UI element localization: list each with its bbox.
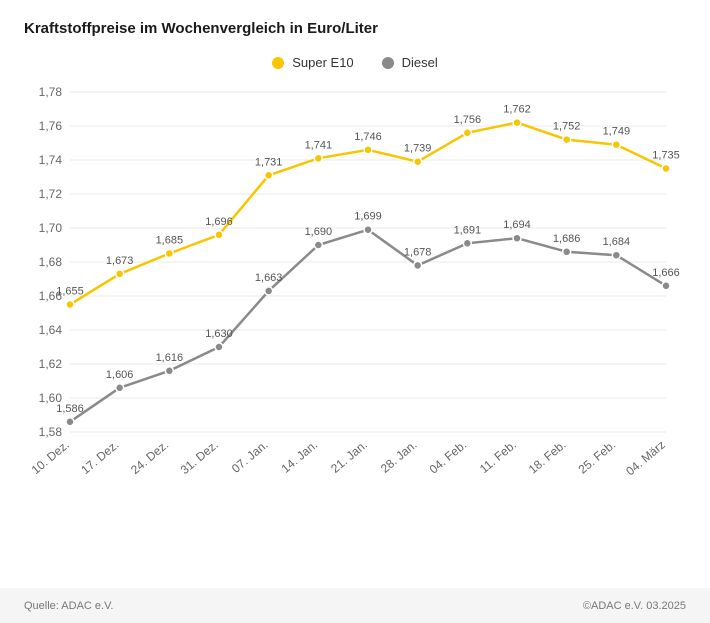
legend-marker-icon xyxy=(382,57,394,69)
svg-text:1,678: 1,678 xyxy=(404,246,432,258)
svg-text:1,756: 1,756 xyxy=(454,114,482,126)
plot-area: 1,581,601,621,641,661,681,701,721,741,76… xyxy=(24,82,686,502)
svg-text:1,735: 1,735 xyxy=(652,150,680,162)
svg-text:1,64: 1,64 xyxy=(39,323,63,337)
svg-text:17. Dez.: 17. Dez. xyxy=(78,438,121,477)
chart-panel: Kraftstoffpreise im Wochenvergleich in E… xyxy=(0,0,710,588)
line-chart-svg: 1,581,601,621,641,661,681,701,721,741,76… xyxy=(24,82,684,502)
svg-text:1,685: 1,685 xyxy=(156,235,184,247)
legend-label: Diesel xyxy=(402,55,438,70)
svg-text:1,606: 1,606 xyxy=(106,369,134,381)
svg-text:1,666: 1,666 xyxy=(652,267,680,279)
legend-marker-icon xyxy=(272,57,284,69)
svg-text:18. Feb.: 18. Feb. xyxy=(526,438,569,477)
copyright-text: ©ADAC e.V. 03.2025 xyxy=(583,600,686,612)
chart-legend: Super E10 Diesel xyxy=(24,55,686,70)
svg-text:1,749: 1,749 xyxy=(603,126,631,138)
svg-text:1,68: 1,68 xyxy=(39,255,63,269)
svg-text:1,694: 1,694 xyxy=(503,219,531,231)
svg-text:1,762: 1,762 xyxy=(503,104,531,116)
svg-text:1,741: 1,741 xyxy=(305,139,333,151)
svg-text:07. Jan.: 07. Jan. xyxy=(229,438,271,476)
svg-text:24. Dez.: 24. Dez. xyxy=(128,438,171,477)
svg-text:28. Jan.: 28. Jan. xyxy=(378,438,420,476)
svg-text:04. März: 04. März xyxy=(623,438,668,479)
svg-text:1,655: 1,655 xyxy=(56,286,84,298)
legend-item-diesel: Diesel xyxy=(382,55,438,70)
source-text: Quelle: ADAC e.V. xyxy=(24,600,113,612)
chart-title: Kraftstoffpreise im Wochenvergleich in E… xyxy=(24,20,686,37)
svg-text:1,663: 1,663 xyxy=(255,272,283,284)
svg-text:1,616: 1,616 xyxy=(156,352,184,364)
svg-text:1,696: 1,696 xyxy=(205,216,233,228)
svg-text:25. Feb.: 25. Feb. xyxy=(576,438,619,477)
svg-text:1,630: 1,630 xyxy=(205,328,233,340)
svg-text:1,691: 1,691 xyxy=(454,224,482,236)
legend-item-super-e10: Super E10 xyxy=(272,55,353,70)
svg-text:1,78: 1,78 xyxy=(39,85,63,99)
svg-text:21. Jan.: 21. Jan. xyxy=(328,438,370,476)
svg-text:10. Dez.: 10. Dez. xyxy=(29,438,72,477)
svg-text:14. Jan.: 14. Jan. xyxy=(279,438,321,476)
chart-footer: Quelle: ADAC e.V. ©ADAC e.V. 03.2025 xyxy=(0,588,710,623)
svg-text:1,699: 1,699 xyxy=(354,211,382,223)
svg-text:11. Feb.: 11. Feb. xyxy=(477,438,519,476)
svg-text:1,739: 1,739 xyxy=(404,143,432,155)
svg-text:1,673: 1,673 xyxy=(106,255,134,267)
svg-text:1,76: 1,76 xyxy=(39,119,63,133)
svg-text:1,586: 1,586 xyxy=(56,403,84,415)
svg-text:1,58: 1,58 xyxy=(39,425,63,439)
svg-text:1,72: 1,72 xyxy=(39,187,63,201)
svg-text:1,70: 1,70 xyxy=(39,221,63,235)
svg-text:1,731: 1,731 xyxy=(255,156,283,168)
svg-text:1,746: 1,746 xyxy=(354,131,382,143)
svg-text:04. Feb.: 04. Feb. xyxy=(427,438,470,477)
legend-label: Super E10 xyxy=(292,55,353,70)
svg-text:1,62: 1,62 xyxy=(39,357,63,371)
svg-text:1,690: 1,690 xyxy=(305,226,333,238)
svg-text:1,684: 1,684 xyxy=(603,236,631,248)
svg-text:1,74: 1,74 xyxy=(39,153,63,167)
svg-text:1,686: 1,686 xyxy=(553,233,581,245)
svg-text:31. Dez.: 31. Dez. xyxy=(178,438,221,477)
svg-text:1,752: 1,752 xyxy=(553,121,581,133)
